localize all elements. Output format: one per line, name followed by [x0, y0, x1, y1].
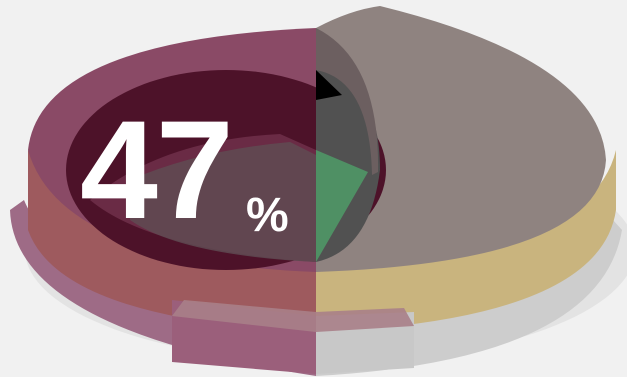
drum-side-right — [316, 150, 616, 332]
drum-side-left — [28, 150, 316, 332]
slice-remaining-top — [316, 6, 606, 272]
notch-top — [172, 300, 414, 332]
inner-green-face — [316, 150, 368, 262]
remaining-lip — [316, 28, 379, 175]
percent-sign: % — [246, 189, 289, 242]
inner-floor-shade — [130, 142, 316, 262]
inner-dark-tip — [316, 70, 342, 100]
percent-value: 47 — [80, 91, 234, 248]
